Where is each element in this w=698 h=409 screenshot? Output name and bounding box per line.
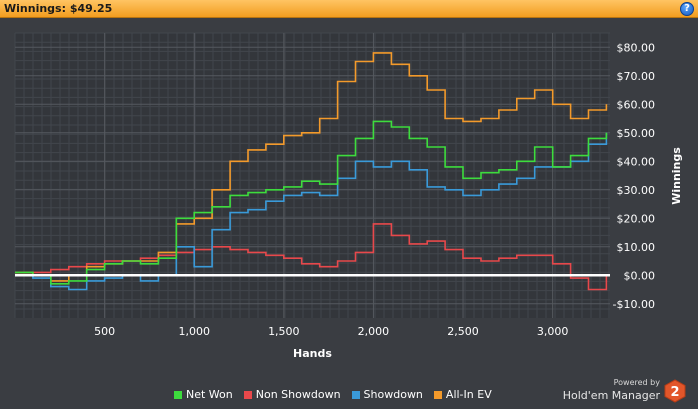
- x-tick-label: 500: [94, 325, 115, 338]
- chart-grid: [14, 32, 610, 318]
- legend-item-non-showdown[interactable]: Non Showdown: [243, 388, 341, 401]
- series-line-showdown: [15, 132, 608, 291]
- y-tick-label: $30.00: [617, 184, 656, 197]
- x-tick-label: 1,000: [178, 325, 210, 338]
- tick-labels-layer: -$10.00 $0.00 $10.00 $20.00 $30.00 $40.00 $50.…: [94, 41, 655, 338]
- x-tick-label: 3,000: [537, 325, 569, 338]
- powered-by-text: Powered by: [613, 378, 660, 387]
- y-tick-label: $70.00: [617, 70, 656, 83]
- chart-legend: Net Won Non Showdown Showdown All-In EV: [174, 388, 492, 401]
- title-bar: Winnings: $49.25 ?: [0, 0, 698, 18]
- y-tick-label: $80.00: [617, 41, 656, 54]
- legend-label: Non Showdown: [255, 388, 341, 401]
- help-icon[interactable]: ?: [680, 2, 694, 16]
- legend-item-showdown[interactable]: Showdown: [351, 388, 423, 401]
- y-tick-label: -$10.00: [613, 298, 655, 311]
- x-axis-label: Hands: [293, 347, 332, 360]
- x-tick-label: 1,500: [268, 325, 300, 338]
- hem-logo-icon: 2: [664, 379, 686, 403]
- legend-swatch: [174, 390, 182, 399]
- y-tick-label: $50.00: [617, 127, 656, 140]
- winnings-chart: -$10.00 $0.00 $10.00 $20.00 $30.00 $40.00 $50.…: [14, 32, 683, 360]
- series-line-net-won: [15, 120, 608, 285]
- y-tick-label: $40.00: [617, 155, 656, 168]
- legend-item-net-won[interactable]: Net Won: [174, 388, 233, 401]
- y-tick-label: $10.00: [617, 241, 656, 254]
- logo-number: 2: [670, 385, 679, 400]
- legend-label: All-In EV: [445, 388, 492, 401]
- y-tick-label: $20.00: [617, 212, 656, 225]
- legend-swatch: [433, 390, 442, 399]
- x-tick-label: 2,000: [358, 325, 390, 338]
- legend-label: Net Won: [186, 388, 233, 401]
- y-tick-label: $60.00: [617, 98, 656, 111]
- legend-label: Showdown: [363, 388, 423, 401]
- legend-swatch: [243, 390, 252, 399]
- y-axis-label: Winnings: [670, 147, 683, 205]
- y-tick-label: $0.00: [624, 269, 656, 282]
- series-layer: [15, 52, 608, 291]
- legend-item-all-in-ev[interactable]: All-In EV: [433, 388, 492, 401]
- x-tick-label: 2,500: [447, 325, 479, 338]
- brand-name: Hold'em Manager: [562, 389, 660, 402]
- legend-swatch: [351, 390, 360, 399]
- winnings-title: Winnings: $49.25: [4, 2, 113, 15]
